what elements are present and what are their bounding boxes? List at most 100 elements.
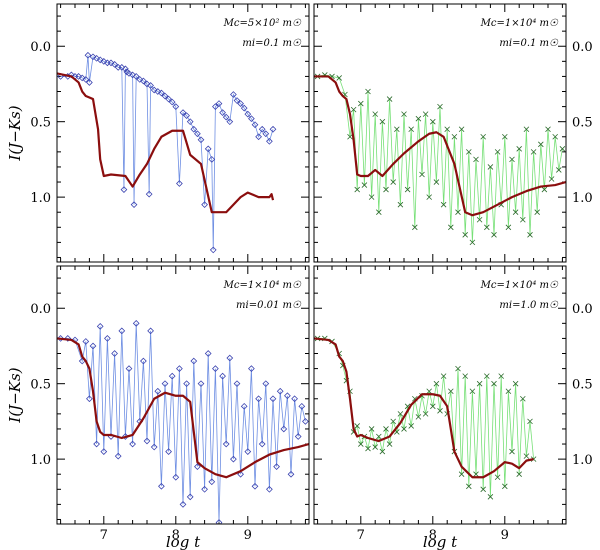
simulation-point <box>484 373 490 379</box>
simulation-point <box>354 186 360 193</box>
simulation-point <box>248 115 255 123</box>
simulation-point <box>147 82 154 89</box>
simulation-point <box>244 448 252 455</box>
simulation-point <box>509 156 515 163</box>
simulation-point <box>440 201 447 208</box>
annotation-cluster-mass: Mc=1×10⁴ m☉ <box>480 18 559 29</box>
simulation-point <box>240 104 248 112</box>
simulation-point <box>89 342 97 350</box>
simulation-point <box>347 133 353 140</box>
simulation-point <box>78 74 86 82</box>
simulation-point <box>534 209 540 215</box>
simulation-point <box>226 354 234 362</box>
simulation-point <box>209 246 217 254</box>
x-tick-label: 7 <box>100 528 108 543</box>
simulation-point <box>165 448 172 455</box>
simulation-point <box>538 141 544 148</box>
simulation-point <box>172 473 180 481</box>
simulation-point <box>390 418 396 425</box>
simulation-point <box>197 380 205 388</box>
simulation-point <box>527 418 533 425</box>
simulation-point <box>132 319 140 327</box>
simulation-point <box>336 75 342 81</box>
simulation-point <box>480 486 486 493</box>
simulation-point <box>376 209 382 215</box>
simulation-point <box>520 395 526 402</box>
annotation-cluster-mass: Mc=1×10⁴ m☉ <box>480 280 559 291</box>
ticks <box>314 266 566 524</box>
simulation-point <box>350 106 357 113</box>
simulation-point <box>140 357 147 365</box>
annotation-initial-mass: mi=0.1 m☉ <box>499 38 559 49</box>
simulation-point <box>208 156 216 163</box>
simulation-point <box>75 73 82 80</box>
simulation-point <box>284 392 291 400</box>
simulation-point <box>89 53 97 61</box>
simulation-point <box>194 130 201 138</box>
simulation-point <box>233 380 241 388</box>
simulation-point <box>520 216 526 223</box>
simulation-point <box>487 164 494 170</box>
simulation-point <box>201 201 208 209</box>
simulation-point <box>294 433 302 440</box>
simulation-point <box>552 133 558 140</box>
simulation-point <box>147 327 154 335</box>
simulation-point <box>426 388 432 395</box>
panel-bottom-left: 0.0 0.5 1.0 7 8 9 Mc=1×10⁴ m☉ mi=0.01 m☉ I(J−Ks)… <box>6 265 310 550</box>
simulation-point <box>509 448 515 455</box>
simulation-point <box>84 51 92 59</box>
simulation-point <box>179 109 187 116</box>
simulation-point <box>258 125 266 133</box>
simulation-point <box>368 426 375 432</box>
simulation-point <box>183 380 190 388</box>
x-axis-label: log t <box>166 533 201 550</box>
simulation-point <box>516 146 522 152</box>
y-tick-label: 0.5 <box>30 116 51 131</box>
simulation-point <box>82 76 90 83</box>
simulation-point <box>276 387 284 395</box>
simulation-series-line <box>60 55 274 250</box>
simulation-point <box>516 471 522 477</box>
simulation-point <box>494 149 501 155</box>
simulation-point <box>212 103 219 110</box>
simulation-point <box>394 126 400 133</box>
simulation-point <box>379 448 386 455</box>
y-tick-label: 0.0 <box>30 302 51 317</box>
simulation-point <box>130 201 138 209</box>
simulation-point <box>233 97 241 104</box>
simulation-point <box>458 471 465 477</box>
simulation-point <box>186 493 194 501</box>
simulation-point <box>96 56 104 64</box>
simulation-point <box>505 224 512 231</box>
annotation-initial-mass: mi=0.1 m☉ <box>242 38 302 49</box>
simulation-point <box>129 440 136 448</box>
y-tick-label: 0.0 <box>572 302 593 317</box>
simulation-point <box>237 470 244 478</box>
simulation-point <box>390 179 396 185</box>
simulation-point <box>358 441 364 447</box>
simulation-point <box>132 73 140 80</box>
panel-top-left: 0.0 0.5 1.0 Mc=5×10² m☉ mi=0.1 m☉ I(J−Ks) <box>6 3 310 263</box>
simulation-point <box>548 176 555 182</box>
simulation-point <box>422 411 429 417</box>
simulation-point <box>219 109 226 116</box>
simulation-point <box>491 380 497 387</box>
plot-area <box>57 51 277 254</box>
simulation-point <box>255 395 262 403</box>
simulation-point <box>433 380 440 387</box>
simulation-point <box>201 485 208 493</box>
simulation-point <box>512 380 519 387</box>
simulation-point <box>240 402 248 410</box>
simulation-point <box>415 115 422 122</box>
simulation-point <box>372 111 378 117</box>
simulation-point <box>237 100 244 107</box>
simulation-point <box>118 64 126 71</box>
simulation-point <box>179 501 187 508</box>
simulation-point <box>82 338 90 345</box>
y-tick-label: 0.5 <box>30 378 51 393</box>
simulation-point <box>559 146 566 152</box>
axis-frame <box>56 3 310 263</box>
simulation-point <box>448 388 454 395</box>
simulation-point <box>190 125 198 133</box>
simulation-point <box>125 365 133 372</box>
